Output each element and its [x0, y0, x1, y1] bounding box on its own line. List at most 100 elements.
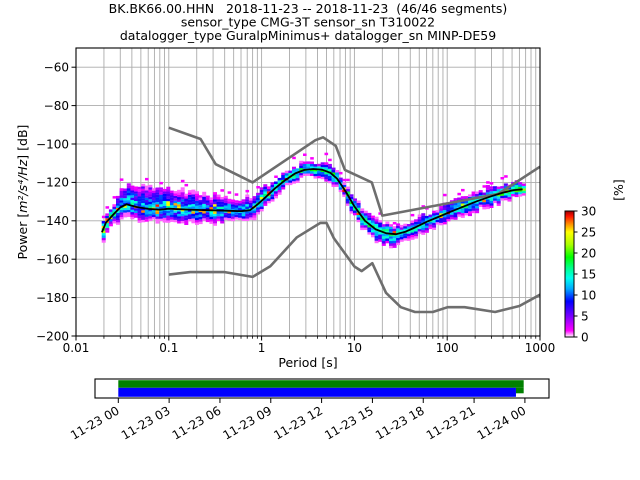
- histogram-cell: [148, 206, 153, 209]
- histogram-cell: [105, 218, 110, 221]
- histogram-cell: [234, 214, 239, 218]
- histogram-cell: [198, 219, 203, 222]
- histogram-cell: [245, 218, 250, 221]
- histogram-cell: [259, 192, 264, 195]
- histogram-cell: [360, 208, 365, 211]
- histogram-cell: [428, 217, 433, 220]
- histogram-cell: [345, 203, 350, 206]
- histogram-cell: [112, 204, 117, 207]
- histogram-cell: [248, 205, 253, 208]
- histogram-cell: [288, 173, 293, 176]
- histogram-cell: [134, 191, 138, 194]
- histogram-cell: [432, 225, 437, 228]
- histogram-outlier-cell: [159, 181, 163, 185]
- histogram-cell: [442, 219, 447, 222]
- histogram-cell: [141, 195, 146, 199]
- histogram-cell: [220, 201, 225, 205]
- histogram-cell: [324, 167, 329, 170]
- histogram-cell: [126, 209, 131, 213]
- histogram-cell: [148, 208, 153, 212]
- histogram-cell: [223, 207, 228, 211]
- histogram-cell: [274, 181, 278, 184]
- histogram-cell: [518, 186, 523, 190]
- histogram-cell: [485, 206, 490, 210]
- histogram-cell: [144, 214, 149, 217]
- timeline-tick-label: 11-23 03: [119, 403, 173, 442]
- histogram-cell: [162, 188, 167, 192]
- histogram-cell: [435, 219, 440, 223]
- histogram-cell: [306, 163, 311, 167]
- histogram-cell: [166, 203, 171, 206]
- histogram-cell: [503, 185, 508, 189]
- histogram-cell: [141, 217, 146, 220]
- histogram-cell: [281, 187, 286, 190]
- histogram-cell: [144, 188, 149, 191]
- histogram-cell: [252, 198, 257, 201]
- histogram-cell: [213, 192, 217, 195]
- histogram-cell: [335, 174, 340, 178]
- histogram-cell: [141, 198, 146, 201]
- timeline-tick-label: 11-23 18: [373, 403, 427, 442]
- histogram-cell: [482, 206, 487, 210]
- histogram-cell: [378, 222, 383, 225]
- histogram-cell: [123, 212, 128, 215]
- histogram-cell: [281, 184, 286, 188]
- x-tick-label: 1000: [525, 341, 556, 355]
- histogram-cell: [256, 204, 261, 208]
- histogram-cell: [403, 226, 408, 229]
- histogram-cell: [137, 198, 142, 202]
- histogram-cell: [471, 205, 476, 209]
- histogram-cell: [134, 186, 138, 189]
- histogram-cell: [184, 212, 189, 216]
- histogram-cell: [439, 218, 444, 221]
- histogram-cell: [119, 188, 124, 191]
- histogram-cell: [116, 195, 120, 199]
- nhnm-high-noise-model-line: [168, 126, 541, 217]
- histogram-cell: [166, 215, 171, 218]
- histogram-cell: [202, 211, 207, 214]
- mean-line-layer: [101, 168, 523, 236]
- histogram-outlier-cell: [378, 212, 382, 215]
- histogram-cell: [184, 203, 189, 206]
- histogram-cell: [191, 194, 196, 197]
- histogram-cell: [238, 203, 243, 206]
- histogram-cell: [302, 163, 307, 167]
- histogram-cell: [148, 189, 153, 193]
- histogram-cell: [374, 231, 379, 234]
- histogram-cell: [155, 187, 160, 190]
- histogram-cell: [345, 189, 350, 192]
- histogram-cell: [360, 210, 365, 214]
- histogram-cell: [399, 227, 404, 230]
- histogram-cell: [442, 217, 447, 220]
- histogram-cell: [392, 235, 397, 239]
- histogram-cell: [453, 205, 458, 208]
- histogram-cell: [223, 198, 228, 201]
- histogram-cell: [284, 170, 289, 174]
- histogram-cell: [521, 188, 526, 191]
- histogram-cell: [173, 191, 178, 194]
- histogram-cell: [464, 212, 469, 216]
- histogram-cell: [169, 209, 174, 213]
- histogram-cell: [378, 220, 383, 223]
- histogram-cell: [184, 222, 189, 225]
- histogram-cell: [137, 215, 142, 219]
- histogram-cell: [177, 206, 182, 210]
- histogram-cell: [126, 183, 131, 186]
- histogram-cell: [141, 207, 146, 211]
- histogram-cell: [324, 179, 329, 182]
- histogram-cell: [252, 208, 257, 211]
- histogram-cell: [245, 201, 250, 205]
- histogram-outlier-cell: [234, 193, 239, 196]
- histogram-cell: [162, 200, 167, 204]
- histogram-cell: [342, 182, 347, 185]
- histogram-cell: [310, 161, 314, 164]
- histogram-cell: [374, 238, 379, 241]
- histogram-cell: [521, 193, 526, 196]
- histogram-cell: [396, 237, 401, 241]
- histogram-cell: [141, 210, 146, 213]
- histogram-cell: [511, 193, 516, 197]
- histogram-cell: [116, 200, 120, 204]
- histogram-cell: [241, 218, 246, 221]
- histogram-cell: [284, 180, 289, 183]
- histogram-cell: [277, 177, 282, 181]
